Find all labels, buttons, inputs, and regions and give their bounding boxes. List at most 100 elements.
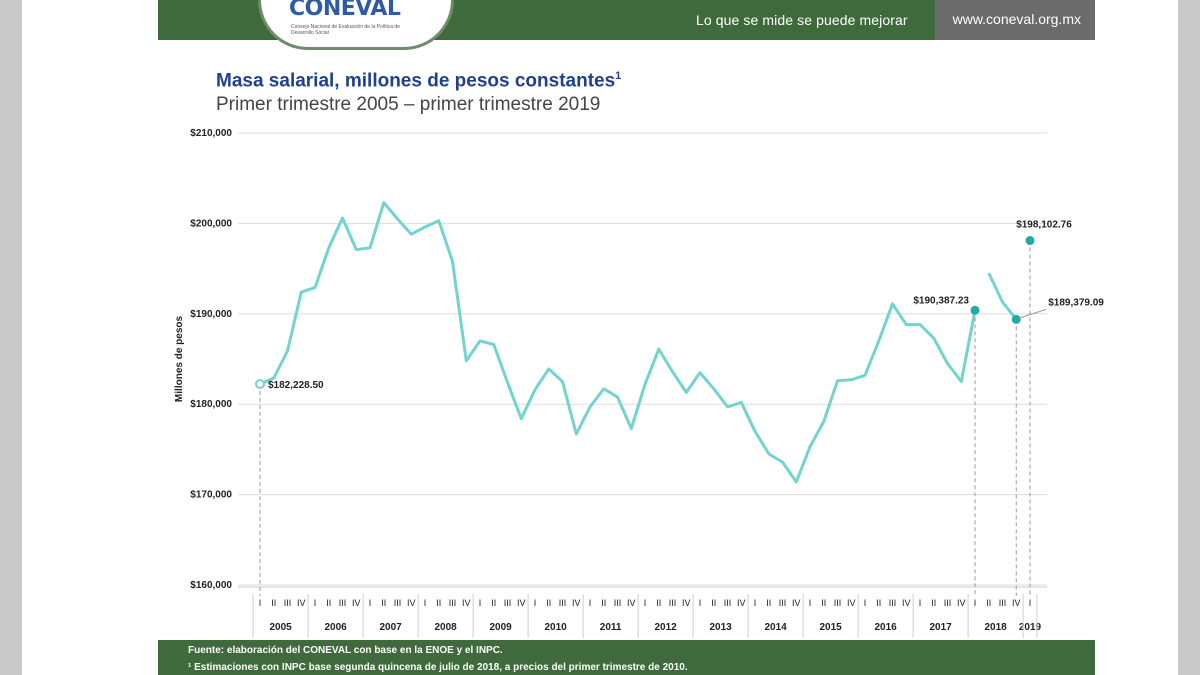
header-tagline: Lo que se mide se puede mejorar bbox=[696, 12, 908, 28]
x-year-label: 2017 bbox=[930, 622, 953, 633]
x-quarter-label: III bbox=[944, 598, 952, 608]
slide-page: Lo que se mide se puede mejorar www.cone… bbox=[22, 0, 1178, 675]
annotation-label: $190,387.23 bbox=[913, 295, 969, 306]
x-quarter-label: III bbox=[889, 598, 897, 608]
y-tick-label: $160,000 bbox=[190, 580, 232, 591]
y-tick-label: $200,000 bbox=[190, 218, 232, 229]
x-quarter-label: I bbox=[864, 598, 867, 608]
y-tick-label: $210,000 bbox=[190, 128, 232, 139]
y-axis-title: Millones de pesos bbox=[174, 315, 185, 402]
x-quarter-label: III bbox=[339, 598, 347, 608]
chart-title: Masa salarial, millones de pesos constan… bbox=[216, 70, 622, 92]
annotation-label: $189,379.09 bbox=[1048, 297, 1104, 308]
y-tick-label: $180,000 bbox=[190, 399, 232, 410]
x-quarter-label: I bbox=[479, 598, 482, 608]
x-quarter-label: IV bbox=[792, 598, 801, 608]
header-website-box: www.coneval.org.mx bbox=[935, 0, 1095, 40]
annotation-marker bbox=[1025, 236, 1035, 246]
x-quarter-label: IV bbox=[572, 598, 581, 608]
x-year-label: 2007 bbox=[380, 622, 403, 633]
x-quarter-label: III bbox=[724, 598, 732, 608]
x-quarter-label: II bbox=[821, 598, 826, 608]
x-quarter-label: IV bbox=[847, 598, 856, 608]
y-tick-label: $170,000 bbox=[190, 490, 232, 501]
x-quarter-label: III bbox=[449, 598, 457, 608]
x-quarter-label: I bbox=[314, 598, 317, 608]
x-quarter-label: I bbox=[259, 598, 262, 608]
x-quarter-label: IV bbox=[352, 598, 361, 608]
annotation-leader bbox=[1018, 308, 1047, 319]
annotation-label: $182,228.50 bbox=[268, 380, 324, 391]
x-quarter-label: IV bbox=[1012, 598, 1021, 608]
x-quarter-label: II bbox=[491, 598, 496, 608]
x-quarter-label: III bbox=[614, 598, 622, 608]
x-quarter-label: IV bbox=[517, 598, 526, 608]
x-quarter-label: III bbox=[394, 598, 402, 608]
x-quarter-label: IV bbox=[737, 598, 746, 608]
x-year-label: 2006 bbox=[325, 622, 348, 633]
x-quarter-label: III bbox=[779, 598, 787, 608]
title-footnote-mark: 1 bbox=[615, 70, 622, 82]
x-quarter-label: III bbox=[999, 598, 1007, 608]
y-tick-label: $190,000 bbox=[190, 309, 232, 320]
source-note: Fuente: elaboración del CONEVAL con base… bbox=[188, 645, 503, 656]
website-link[interactable]: www.coneval.org.mx bbox=[952, 11, 1081, 27]
annotation-marker bbox=[970, 305, 980, 315]
x-quarter-label: II bbox=[656, 598, 661, 608]
x-year-label: 2015 bbox=[820, 622, 843, 633]
x-year-label: 2005 bbox=[270, 622, 293, 633]
series-line bbox=[259, 201, 977, 484]
x-quarter-label: I bbox=[809, 598, 812, 608]
x-quarter-label: I bbox=[754, 598, 757, 608]
x-quarter-label: III bbox=[559, 598, 567, 608]
x-quarter-label: III bbox=[834, 598, 842, 608]
x-quarter-label: II bbox=[271, 598, 276, 608]
footer-bar: Fuente: elaboración del CONEVAL con base… bbox=[158, 640, 1095, 675]
x-quarter-label: IV bbox=[407, 598, 416, 608]
x-quarter-label: I bbox=[644, 598, 647, 608]
logo-subtitle: Consejo Nacional de Evaluación de la Pol… bbox=[291, 24, 400, 36]
x-year-label: 2012 bbox=[655, 622, 678, 633]
x-year-label: 2011 bbox=[600, 622, 622, 633]
x-quarter-label: I bbox=[424, 598, 427, 608]
x-quarter-label: II bbox=[601, 598, 606, 608]
line-chart: $160,000 $170,000 $180,000 $190,000 $200,000… bbox=[174, 128, 1104, 638]
annotation-marker bbox=[1011, 314, 1021, 324]
x-year-label: 2016 bbox=[875, 622, 898, 633]
x-quarter-label: I bbox=[534, 598, 537, 608]
x-quarter-label: I bbox=[369, 598, 372, 608]
annotation-label: $198,102.76 bbox=[1016, 220, 1072, 231]
x-quarter-label: II bbox=[546, 598, 551, 608]
logo-text: CONEVAL bbox=[289, 0, 401, 21]
footnote: ¹ Estimaciones con INPC base segunda qui… bbox=[188, 662, 688, 673]
x-quarter-label: II bbox=[986, 598, 991, 608]
x-quarter-label: II bbox=[381, 598, 386, 608]
x-year-label: 2010 bbox=[545, 622, 568, 633]
x-quarter-label: IV bbox=[462, 598, 471, 608]
x-quarter-label: I bbox=[919, 598, 922, 608]
x-year-label: 2009 bbox=[490, 622, 513, 633]
chart-subtitle: Primer trimestre 2005 – primer trimestre… bbox=[216, 94, 601, 115]
series-line bbox=[987, 272, 1018, 321]
x-quarter-label: IV bbox=[902, 598, 911, 608]
x-quarter-label: III bbox=[504, 598, 512, 608]
x-quarter-label: IV bbox=[627, 598, 636, 608]
x-year-label: 2013 bbox=[710, 622, 733, 633]
x-year-label: 2008 bbox=[435, 622, 458, 633]
x-quarter-label: II bbox=[711, 598, 716, 608]
x-year-label: 2019 bbox=[1019, 622, 1042, 633]
x-quarter-label: II bbox=[876, 598, 881, 608]
x-quarter-label: I bbox=[589, 598, 592, 608]
x-quarter-label: II bbox=[766, 598, 771, 608]
x-quarter-label: IV bbox=[297, 598, 306, 608]
x-quarter-label: I bbox=[974, 598, 977, 608]
x-quarter-label: III bbox=[284, 598, 292, 608]
x-quarter-label: II bbox=[931, 598, 936, 608]
x-quarter-label: IV bbox=[957, 598, 966, 608]
x-quarter-label: II bbox=[326, 598, 331, 608]
x-quarter-label: I bbox=[699, 598, 702, 608]
x-year-label: 2018 bbox=[985, 622, 1008, 633]
x-quarter-label: III bbox=[669, 598, 677, 608]
x-quarter-label: IV bbox=[682, 598, 691, 608]
x-quarter-label: II bbox=[436, 598, 441, 608]
